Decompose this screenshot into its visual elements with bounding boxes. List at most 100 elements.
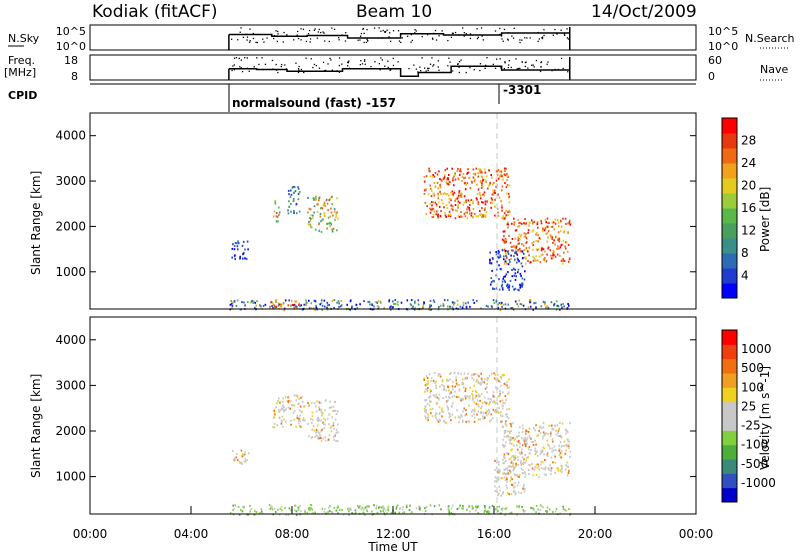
velocity-colorbar-tick-3: -25 — [741, 419, 761, 433]
freq-right-tick-top: 60 — [708, 54, 722, 67]
power-ytick-label-0: 1000 — [55, 265, 86, 279]
velocity-colorbar-seg-5 — [722, 416, 737, 431]
xtick-label-0: 00:00 — [73, 527, 108, 541]
velocity-ytick-label-2: 3000 — [55, 378, 86, 392]
noise-left-tick-top: 10^5 — [56, 25, 86, 38]
power-colorbar-frame — [721, 117, 738, 299]
cpid-label: CPID — [8, 89, 37, 102]
frequency-points — [231, 57, 569, 74]
velocity-ytick-label-0: 1000 — [55, 470, 86, 484]
velocity-colorbar-tick-1: -500 — [741, 457, 768, 471]
xtick-label-2: 08:00 — [275, 527, 310, 541]
freq-right-label: Nave — [760, 63, 788, 76]
power-colorbar-tick-6: 28 — [741, 134, 756, 148]
velocity-colorbar-seg-1 — [722, 473, 737, 489]
freq-left-tick-top: 18 — [64, 54, 78, 67]
cpid-mode-1: normalsound (fast) -157 — [232, 96, 396, 110]
velocity-colorbar-seg-3 — [722, 444, 737, 460]
velocity-colorbar-frame — [721, 329, 738, 503]
noise-sky-trace — [228, 27, 571, 50]
frequency-trace — [228, 57, 571, 80]
velocity-colorbar-tick-5: 100 — [741, 380, 764, 394]
heatmap-region-6 — [494, 458, 526, 497]
noise-right-tick-top: 10^5 — [708, 25, 738, 38]
beam-title: Beam 10 — [356, 2, 432, 22]
power-panel-frame — [89, 112, 697, 310]
heatmap-region-2 — [272, 394, 306, 429]
heatmap-region-8 — [489, 249, 526, 292]
velocity-colorbar-tick-0: -1000 — [741, 476, 776, 490]
station-title: Kodiak (fitACF) — [92, 2, 218, 22]
velocity-panel-frame — [89, 316, 697, 515]
power-colorbar-tick-5: 24 — [741, 156, 756, 170]
velocity-colorbar-tick-2: -100 — [741, 438, 768, 452]
noise-left-label: N.Sky — [8, 32, 40, 45]
velocity-colorbar-seg-0 — [722, 487, 737, 503]
power-colorbar-tick-1: 8 — [741, 246, 749, 260]
power-colorbar-seg-3 — [722, 238, 737, 254]
heatmap-region-5 — [501, 422, 572, 479]
power-colorbar-seg-7 — [722, 178, 737, 194]
heatmap-region-3 — [272, 200, 281, 223]
noise-left-tick-bottom: 10^0 — [56, 40, 86, 53]
velocity-colorbar-seg-2 — [722, 459, 737, 474]
power-ylabel: Slant Range [km] — [29, 171, 43, 275]
heatmap-region-2 — [231, 240, 249, 261]
freq-left-label-2: [MHz] — [4, 66, 36, 79]
noise-right-tick-bottom: 10^0 — [708, 40, 738, 53]
velocity-colorbar-label: Velocity [m s^-1] — [758, 366, 772, 470]
velocity-colorbar-seg-10 — [722, 344, 737, 360]
xtick-label-4: 16:00 — [477, 527, 512, 541]
heatmap-region-5 — [307, 195, 339, 233]
heatmap-region-4 — [287, 185, 301, 215]
noise-sky-points — [231, 27, 570, 44]
velocity-ylabel: Slant Range [km] — [29, 374, 43, 478]
velocity-colorbar-tick-6: 500 — [741, 361, 764, 375]
noise-right-label: N.Search — [745, 32, 795, 45]
xtick-label-6: 00:00 — [679, 527, 714, 541]
power-colorbar-tick-2: 12 — [741, 224, 756, 238]
power-y-axis: 1000 2000 3000 4000 — [55, 129, 696, 279]
power-colorbar-seg-10 — [722, 133, 737, 149]
power-colorbar-seg-2 — [722, 253, 737, 269]
velocity-heatmap — [229, 371, 572, 516]
power-colorbar-tick-0: 4 — [741, 269, 749, 283]
velocity-colorbar-seg-11 — [722, 330, 737, 345]
power-colorbar-seg-5 — [722, 208, 737, 224]
heatmap-region-4 — [423, 371, 511, 424]
freq-left-label-1: Freq. — [8, 54, 35, 67]
velocity-colorbar-seg-6 — [722, 401, 737, 417]
power-colorbar-seg-8 — [722, 163, 737, 179]
velocity-y-axis: 1000 2000 3000 4000 — [55, 333, 696, 484]
velocity-colorbar-seg-8 — [722, 373, 737, 388]
velocity-colorbar-tick-4: 25 — [741, 399, 756, 413]
noise-panel-frame — [89, 24, 697, 51]
power-colorbar-seg-1 — [722, 268, 737, 284]
velocity-ytick-label-3: 4000 — [55, 333, 86, 347]
freq-right-tick-bottom: 0 — [708, 70, 715, 83]
xtick-label-1: 04:00 — [174, 527, 209, 541]
time-x-axis: 00:00 04:00 08:00 12:00 16:00 20:00 00:00 — [73, 506, 714, 541]
power-colorbar-seg-4 — [722, 223, 737, 239]
date-title: 14/Oct/2009 — [591, 2, 697, 22]
noise-sky-line — [228, 32, 570, 39]
power-colorbar: 4 8 12 16 20 24 28 — [721, 117, 756, 299]
power-heatmap — [229, 167, 572, 311]
velocity-colorbar-seg-4 — [722, 430, 737, 446]
power-colorbar-tick-3: 16 — [741, 201, 756, 215]
xtick-label-3: 12:00 — [376, 527, 411, 541]
freq-panel-frame — [89, 54, 697, 81]
velocity-colorbar-seg-9 — [722, 358, 737, 374]
velocity-colorbar: -1000 -500 -100 -25 25 100 500 1000 — [721, 329, 776, 503]
frequency-line — [228, 65, 570, 78]
power-colorbar-label: Power [dB] — [758, 187, 772, 252]
heatmap-region-3 — [307, 399, 339, 443]
heatmap-region-6 — [423, 167, 511, 220]
velocity-colorbar-tick-7: 1000 — [741, 342, 772, 356]
power-ytick-label-1: 2000 — [55, 219, 86, 233]
power-ytick-label-2: 3000 — [55, 174, 86, 188]
power-colorbar-seg-0 — [722, 283, 737, 299]
power-colorbar-seg-9 — [722, 148, 737, 164]
cpid-mode-2: -3301 — [503, 83, 541, 97]
